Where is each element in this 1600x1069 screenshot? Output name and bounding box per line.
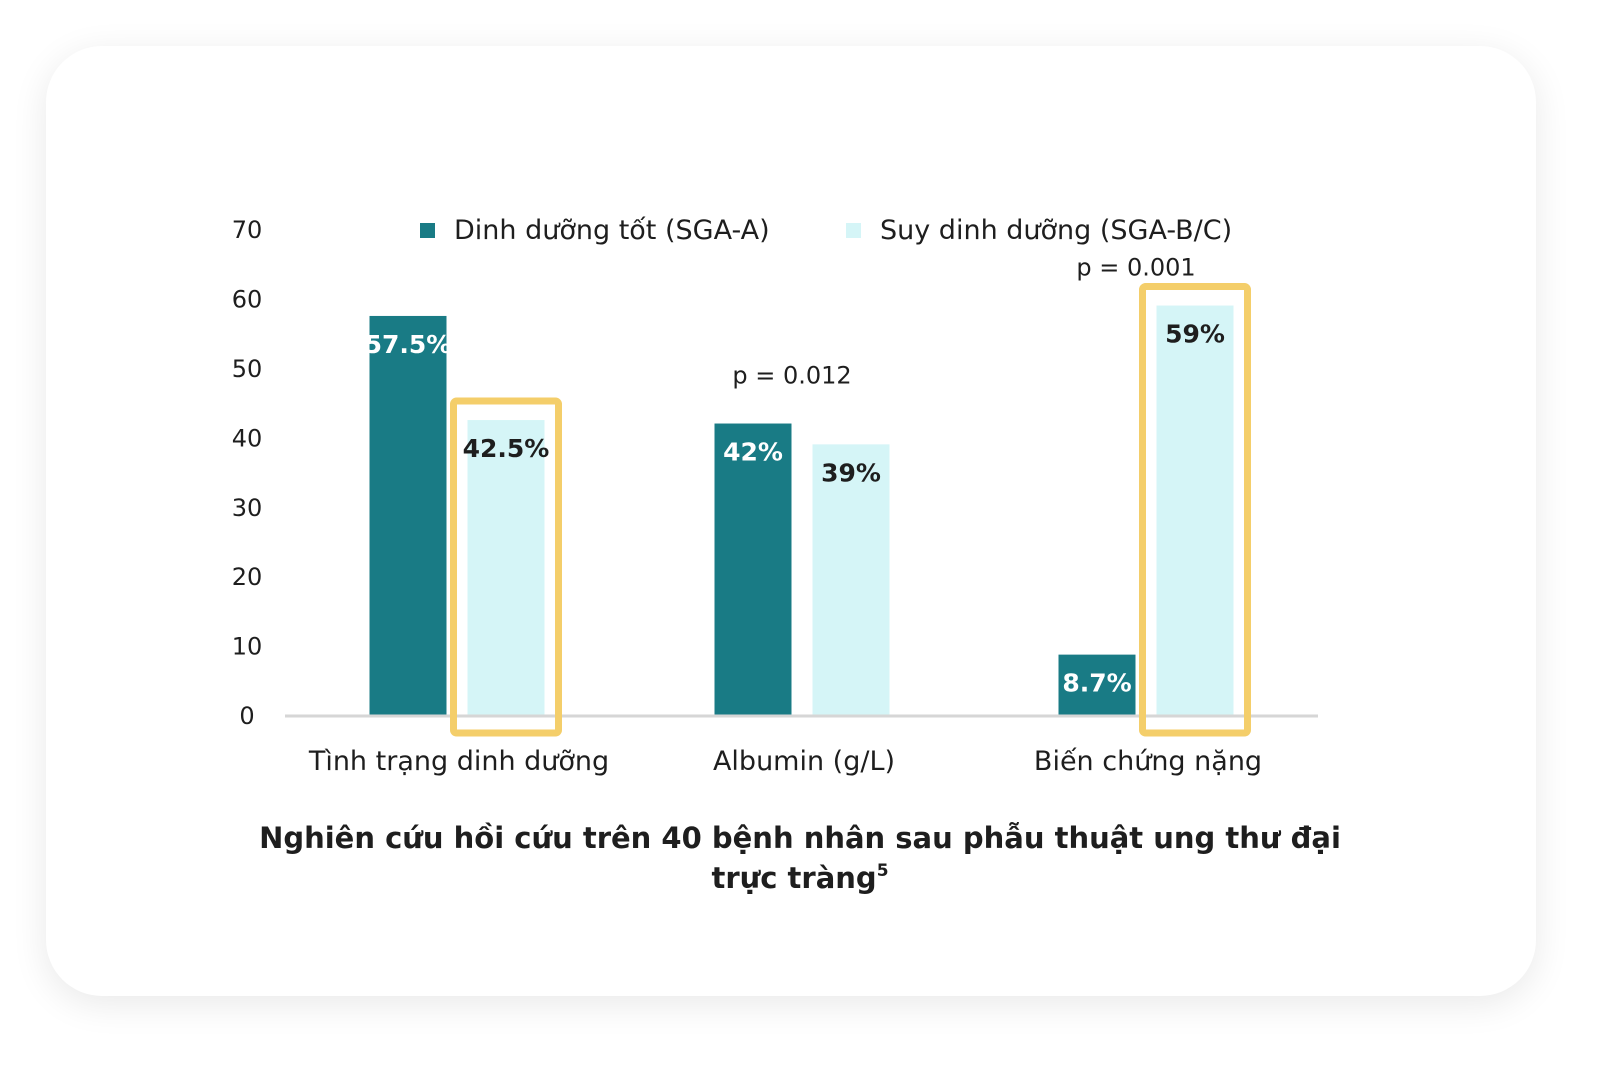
data-label: 8.7% xyxy=(1062,669,1131,698)
highlight-frame xyxy=(1139,283,1251,737)
caption-superscript: 5 xyxy=(876,861,889,881)
x-category-label: Biến chứng nặng xyxy=(1034,746,1262,777)
bar-series-2 xyxy=(1156,305,1234,715)
data-label: 39% xyxy=(821,458,881,487)
y-tick-label: 20 xyxy=(232,563,263,591)
bar-series-1 xyxy=(1058,654,1136,715)
data-label: 42.5% xyxy=(463,434,550,463)
legend-swatch xyxy=(846,223,861,238)
y-tick-label: 10 xyxy=(232,633,263,661)
chart-caption: Nghiên cứu hồi cứu trên 40 bệnh nhân sau… xyxy=(230,818,1370,898)
bar-series-2 xyxy=(467,420,545,715)
p-value-annotation: p = 0.012 xyxy=(732,362,851,390)
x-category-label: Tình trạng dinh dưỡng xyxy=(308,746,609,777)
highlight-frame xyxy=(450,397,562,737)
bar-series-2 xyxy=(812,444,890,715)
y-tick-label: 0 xyxy=(239,702,254,730)
y-tick-label: 70 xyxy=(232,216,263,244)
bar-series-1 xyxy=(369,315,447,715)
legend-label: Dinh dưỡng tốt (SGA-A) xyxy=(454,215,770,246)
p-value-annotation: p = 0.001 xyxy=(1076,254,1195,282)
y-tick-label: 40 xyxy=(232,424,263,452)
x-category-label: Albumin (g/L) xyxy=(713,746,895,777)
y-tick-label: 30 xyxy=(232,494,263,522)
data-label: 42% xyxy=(723,438,783,467)
legend-label: Suy dinh dưỡng (SGA-B/C) xyxy=(880,215,1232,246)
bar-series-1 xyxy=(714,423,792,715)
legend-swatch xyxy=(420,223,435,238)
y-tick-label: 50 xyxy=(232,355,263,383)
y-tick-label: 60 xyxy=(232,286,263,314)
data-label: 59% xyxy=(1165,320,1225,349)
caption-text: Nghiên cứu hồi cứu trên 40 bệnh nhân sau… xyxy=(259,821,1341,895)
data-label: 57.5% xyxy=(365,330,452,359)
